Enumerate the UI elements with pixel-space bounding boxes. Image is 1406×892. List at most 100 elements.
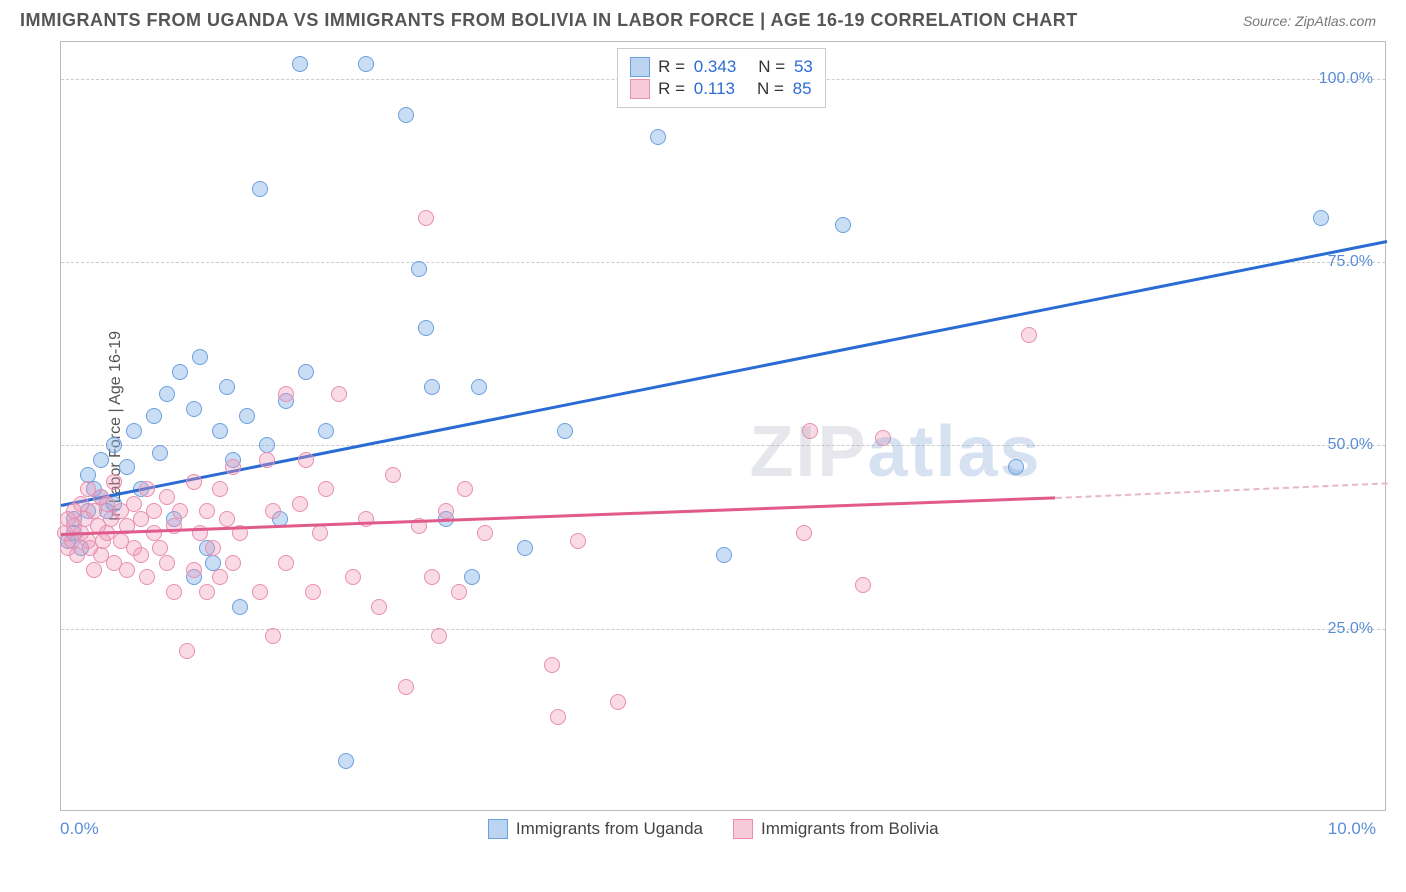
legend-item: Immigrants from Bolivia <box>733 819 939 839</box>
data-point <box>119 562 135 578</box>
data-point <box>292 56 308 72</box>
data-point <box>385 467 401 483</box>
data-point <box>855 577 871 593</box>
data-point <box>438 503 454 519</box>
data-point <box>278 555 294 571</box>
stats-row: R = 0.113 N = 85 <box>630 79 813 99</box>
data-point <box>106 437 122 453</box>
data-point <box>457 481 473 497</box>
data-point <box>126 496 142 512</box>
stats-legend: R = 0.343 N = 53 R = 0.113 N = 85 <box>617 48 826 108</box>
data-point <box>292 496 308 512</box>
data-point <box>219 379 235 395</box>
data-point <box>265 503 281 519</box>
data-point <box>298 364 314 380</box>
data-point <box>338 753 354 769</box>
footer: 0.0% Immigrants from UgandaImmigrants fr… <box>60 819 1376 839</box>
data-point <box>93 452 109 468</box>
data-point <box>1008 459 1024 475</box>
data-point <box>199 503 215 519</box>
n-label: N = 85 <box>757 79 812 99</box>
data-point <box>411 261 427 277</box>
header: IMMIGRANTS FROM UGANDA VS IMMIGRANTS FRO… <box>0 0 1406 36</box>
y-tick-label: 100.0% <box>1319 70 1373 88</box>
data-point <box>152 540 168 556</box>
data-point <box>205 555 221 571</box>
source-label: Source: ZipAtlas.com <box>1243 13 1376 29</box>
data-point <box>232 599 248 615</box>
data-point <box>298 452 314 468</box>
swatch-icon <box>630 79 650 99</box>
data-point <box>179 643 195 659</box>
data-point <box>146 408 162 424</box>
data-point <box>172 364 188 380</box>
data-point <box>358 56 374 72</box>
y-tick-label: 25.0% <box>1328 620 1373 638</box>
data-point <box>451 584 467 600</box>
data-point <box>119 459 135 475</box>
trend-line <box>61 240 1388 507</box>
data-point <box>186 474 202 490</box>
r-label: R = 0.113 <box>658 79 735 99</box>
data-point <box>424 569 440 585</box>
data-point <box>186 562 202 578</box>
data-point <box>544 657 560 673</box>
legend-item: Immigrants from Uganda <box>488 819 703 839</box>
data-point <box>159 555 175 571</box>
swatch-icon <box>733 819 753 839</box>
data-point <box>159 386 175 402</box>
data-point <box>259 437 275 453</box>
data-point <box>398 107 414 123</box>
gridline <box>61 262 1385 263</box>
stats-row: R = 0.343 N = 53 <box>630 57 813 77</box>
data-point <box>278 386 294 402</box>
data-point <box>550 709 566 725</box>
series-legend: Immigrants from Uganda Immigrants from Bo… <box>488 819 939 839</box>
data-point <box>133 547 149 563</box>
r-label: R = 0.343 <box>658 57 736 77</box>
data-point <box>318 423 334 439</box>
data-point <box>166 584 182 600</box>
data-point <box>225 459 241 475</box>
data-point <box>431 628 447 644</box>
data-point <box>318 481 334 497</box>
data-point <box>139 481 155 497</box>
data-point <box>875 430 891 446</box>
data-point <box>139 569 155 585</box>
data-point <box>86 562 102 578</box>
data-point <box>225 555 241 571</box>
data-point <box>192 349 208 365</box>
data-point <box>650 129 666 145</box>
data-point <box>205 540 221 556</box>
n-label: N = 53 <box>758 57 813 77</box>
chart-area: In Labor Force | Age 16-19 25.0%50.0%75.… <box>60 41 1386 811</box>
swatch-icon <box>630 57 650 77</box>
data-point <box>1313 210 1329 226</box>
data-point <box>464 569 480 585</box>
data-point <box>212 481 228 497</box>
data-point <box>305 584 321 600</box>
data-point <box>477 525 493 541</box>
data-point <box>418 210 434 226</box>
trend-line-dashed <box>1055 482 1387 499</box>
x-tick-right: 10.0% <box>1328 819 1376 839</box>
y-tick-label: 50.0% <box>1328 436 1373 454</box>
legend-label: Immigrants from Uganda <box>516 819 703 839</box>
data-point <box>159 489 175 505</box>
data-point <box>331 386 347 402</box>
data-point <box>212 423 228 439</box>
data-point <box>716 547 732 563</box>
data-point <box>570 533 586 549</box>
data-point <box>172 503 188 519</box>
data-point <box>219 511 235 527</box>
data-point <box>517 540 533 556</box>
data-point <box>146 503 162 519</box>
data-point <box>199 584 215 600</box>
data-point <box>212 569 228 585</box>
data-point <box>239 408 255 424</box>
y-tick-label: 75.0% <box>1328 253 1373 271</box>
swatch-icon <box>488 819 508 839</box>
legend-label: Immigrants from Bolivia <box>761 819 939 839</box>
data-point <box>424 379 440 395</box>
data-point <box>80 467 96 483</box>
